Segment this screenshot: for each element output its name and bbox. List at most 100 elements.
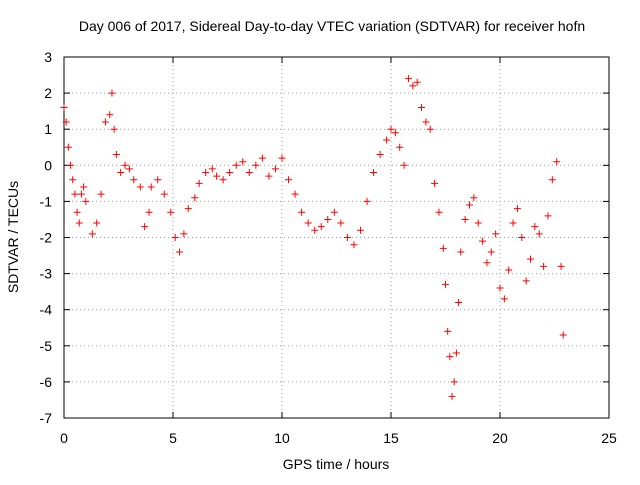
data-point <box>465 201 473 209</box>
data-point <box>553 158 561 166</box>
data-point <box>239 158 247 166</box>
x-axis-label: GPS time / hours <box>283 456 390 472</box>
data-point <box>548 176 556 184</box>
data-point <box>191 194 199 202</box>
data-point <box>500 295 508 303</box>
y-axis-label: SDTVAR / TECUs <box>5 181 21 293</box>
data-point <box>376 150 384 158</box>
data-point <box>154 176 162 184</box>
data-point <box>77 190 85 198</box>
data-point <box>442 280 449 288</box>
data-point <box>461 215 469 223</box>
data-point <box>444 327 452 335</box>
x-tick-label: 20 <box>492 430 508 446</box>
data-point <box>455 298 463 306</box>
data-point <box>317 223 325 231</box>
data-point <box>226 169 234 177</box>
y-tick-label: 0 <box>44 157 52 173</box>
data-point <box>121 161 129 169</box>
data-point <box>343 234 351 241</box>
data-point <box>474 219 482 227</box>
data-point <box>62 118 70 126</box>
data-point <box>208 165 216 173</box>
data-point <box>324 215 332 223</box>
data-point <box>180 230 188 238</box>
y-tick-label: -2 <box>40 230 53 246</box>
data-point <box>82 197 90 205</box>
data-point <box>531 223 539 231</box>
y-tick-label: -5 <box>40 338 53 354</box>
data-point <box>258 154 266 162</box>
data-point <box>509 219 517 227</box>
data-point <box>80 183 88 191</box>
data-point <box>291 190 299 198</box>
data-point <box>93 219 101 227</box>
data-point <box>544 212 552 220</box>
x-tick-label: 25 <box>601 430 617 446</box>
data-point <box>176 248 184 256</box>
y-tick-label: -1 <box>40 193 53 209</box>
data-point <box>356 226 364 234</box>
data-point <box>184 205 192 213</box>
data-point <box>130 176 138 184</box>
data-point <box>232 161 240 169</box>
data-point <box>559 331 567 339</box>
data-point <box>479 237 487 245</box>
y-tick-label: -6 <box>40 374 53 390</box>
data-point <box>195 179 203 187</box>
data-point <box>285 176 293 184</box>
data-point <box>522 277 530 285</box>
data-point <box>265 172 273 180</box>
x-tick-label: 5 <box>169 430 177 446</box>
data-point <box>435 208 443 216</box>
data-point <box>245 169 253 177</box>
data-point <box>350 241 358 249</box>
data-point <box>219 176 227 184</box>
data-point <box>400 161 408 169</box>
data-point <box>505 266 513 274</box>
data-point <box>304 219 312 227</box>
grid-layer <box>64 57 609 418</box>
data-point <box>426 125 434 133</box>
data-point <box>396 143 404 151</box>
data-point <box>363 197 371 205</box>
chart-title: Day 006 of 2017, Sidereal Day-to-day VTE… <box>79 18 585 34</box>
data-point <box>167 208 175 216</box>
data-point <box>64 143 72 151</box>
data-point <box>470 194 478 202</box>
data-point <box>383 136 391 144</box>
data-point <box>311 226 319 234</box>
data-point <box>213 172 221 180</box>
x-tick-label: 15 <box>383 430 399 446</box>
data-point <box>496 284 504 292</box>
data-point <box>422 118 430 126</box>
data-point <box>391 129 399 137</box>
data-point <box>73 208 81 216</box>
x-tick-label: 0 <box>60 430 68 446</box>
y-tick-label: -3 <box>40 266 53 282</box>
y-tick-label: -4 <box>40 302 53 318</box>
data-point <box>518 234 526 241</box>
data-point <box>145 208 153 216</box>
data-point <box>387 125 395 133</box>
data-point <box>147 183 155 191</box>
y-tick-label: 2 <box>44 85 52 101</box>
data-point <box>88 230 96 238</box>
data-point <box>60 104 68 112</box>
y-tick-label: -7 <box>40 410 53 426</box>
data-point <box>171 234 179 241</box>
data-point <box>457 248 465 256</box>
data-point <box>483 259 491 267</box>
data-point <box>101 118 109 126</box>
data-point <box>141 223 149 231</box>
data-point <box>278 154 286 162</box>
data-point <box>535 230 543 238</box>
data-point <box>117 169 125 177</box>
data-point <box>452 349 460 357</box>
data-point <box>330 208 338 216</box>
data-point <box>69 176 77 184</box>
data-point <box>271 165 279 173</box>
data-point <box>557 262 565 270</box>
